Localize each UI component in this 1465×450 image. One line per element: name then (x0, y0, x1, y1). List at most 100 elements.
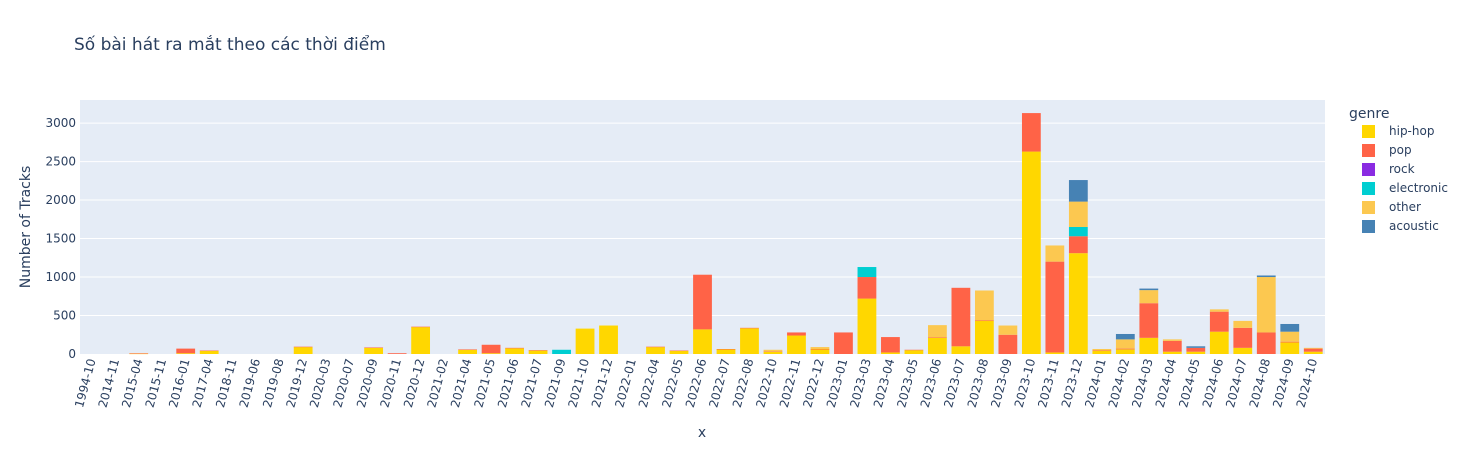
legend-swatch-other (1362, 201, 1375, 214)
bar-hip-hop (646, 347, 665, 354)
bar-pop (669, 350, 689, 352)
bar-pop (646, 346, 665, 348)
x-tick-label: 1994-10 (72, 357, 99, 409)
legend-item-hip-hop[interactable]: hip-hop (1389, 124, 1434, 138)
x-tick-label: 2020-03 (307, 357, 334, 409)
legend-item-pop[interactable]: pop (1389, 143, 1412, 157)
bar-pop (904, 349, 924, 351)
x-tick-label: 2023-12 (1059, 357, 1086, 409)
bar-other (1233, 320, 1253, 328)
y-tick-label: 1000 (45, 270, 76, 284)
bar-hip-hop (1068, 253, 1088, 354)
x-axis-ticks: 1994-102014-112015-042015-112016-012017-… (72, 357, 1320, 409)
bar-other (1045, 245, 1065, 262)
bar-pop (528, 350, 548, 351)
x-tick-label: 2023-11 (1035, 357, 1062, 409)
bar-hip-hop (904, 350, 924, 354)
bar-pop (1280, 341, 1300, 343)
bar-electronic (1068, 227, 1088, 237)
x-tick-label: 2023-04 (871, 357, 898, 409)
bar-pop (1139, 303, 1159, 338)
legend-swatch-rock (1362, 163, 1375, 176)
bar-hip-hop (1233, 347, 1253, 354)
x-tick-label: 2022-12 (800, 357, 827, 409)
bar-pop (176, 348, 196, 354)
bar-acoustic (1280, 323, 1300, 332)
bar-pop (1209, 311, 1229, 332)
legend-item-rock[interactable]: rock (1389, 162, 1415, 176)
x-tick-label: 2019-06 (237, 357, 264, 409)
bar-pop (716, 348, 736, 350)
bar-acoustic (1256, 275, 1276, 278)
x-axis-title: x (698, 425, 706, 441)
bar-other (1092, 348, 1112, 351)
bar-pop (1021, 113, 1041, 152)
legend-item-electronic[interactable]: electronic (1389, 181, 1448, 195)
bar-pop (951, 287, 971, 347)
y-tick-label: 2500 (45, 155, 76, 169)
y-tick-label: 0 (68, 347, 76, 361)
x-tick-label: 2024-07 (1223, 357, 1250, 409)
x-tick-label: 2023-06 (918, 357, 945, 409)
x-tick-label: 2020-09 (354, 357, 381, 409)
bar-pop (411, 326, 431, 328)
bar-other (810, 347, 830, 349)
bar-pop (1115, 348, 1135, 350)
bar-pop (199, 350, 219, 352)
bar-hip-hop (951, 346, 971, 354)
y-tick-label: 3000 (45, 116, 76, 130)
bar-other (1139, 290, 1159, 304)
x-tick-label: 2015-11 (143, 357, 170, 409)
bar-hip-hop (575, 328, 595, 354)
bar-other (1115, 339, 1135, 349)
x-tick-label: 2021-12 (589, 357, 616, 409)
x-tick-label: 2024-08 (1247, 357, 1274, 409)
x-tick-label: 2020-11 (378, 357, 405, 409)
bar-pop (481, 344, 501, 354)
bar-hip-hop (693, 329, 712, 354)
legend-item-other[interactable]: other (1389, 200, 1421, 214)
x-tick-label: 2021-02 (425, 357, 452, 409)
bar-hip-hop (740, 328, 759, 354)
x-tick-label: 2023-10 (1012, 357, 1039, 409)
x-tick-label: 2021-09 (542, 357, 569, 409)
legend-item-acoustic[interactable]: acoustic (1389, 219, 1439, 233)
bar-pop (974, 320, 994, 322)
x-tick-label: 2024-04 (1153, 357, 1180, 409)
x-tick-label: 2024-09 (1270, 357, 1297, 409)
x-tick-label: 2022-01 (612, 357, 639, 409)
bar-hip-hop (458, 349, 477, 354)
y-tick-label: 1500 (45, 232, 76, 246)
bar-hip-hop (1021, 151, 1041, 354)
bar-pop (787, 332, 806, 336)
bar-hip-hop (505, 348, 524, 354)
bar-hip-hop (716, 349, 736, 354)
bar-other (1256, 277, 1276, 333)
bar-hip-hop (293, 347, 313, 354)
bar-pop (810, 348, 830, 350)
x-tick-label: 2022-08 (730, 357, 757, 409)
bar-hip-hop (810, 349, 830, 354)
bar-pop (928, 337, 947, 338)
bar-pop (1303, 348, 1323, 352)
x-tick-label: 2023-03 (847, 357, 874, 409)
bar-pop (881, 337, 900, 353)
bar-electronic (552, 349, 571, 354)
bar-hip-hop (1162, 351, 1182, 354)
bar-pop (293, 346, 313, 348)
bar-pop (1045, 261, 1065, 353)
bar-hip-hop (1115, 349, 1135, 354)
x-tick-label: 2019-08 (260, 357, 287, 409)
x-tick-label: 2018-11 (213, 357, 240, 409)
x-tick-label: 2023-09 (988, 357, 1015, 409)
bar-hip-hop (1139, 337, 1159, 354)
bar-pop (364, 347, 384, 348)
bar-pop (1092, 350, 1112, 352)
x-tick-label: 2023-07 (941, 357, 968, 409)
bar-hip-hop (1092, 350, 1112, 354)
x-tick-label: 2024-10 (1294, 357, 1321, 409)
bar-hip-hop (528, 350, 548, 354)
x-tick-label: 2020-12 (401, 357, 428, 409)
x-tick-label: 2015-04 (119, 357, 146, 409)
